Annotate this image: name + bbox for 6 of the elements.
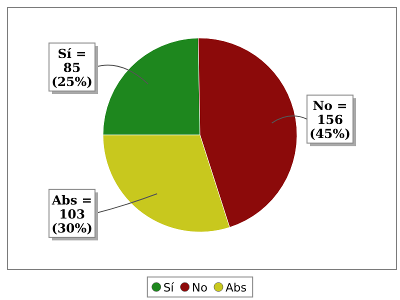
legend-label: Sí: [163, 280, 175, 294]
legend-label: No: [192, 280, 208, 294]
data-label: Abs = 103 (30%): [50, 192, 93, 236]
data-label: No = 156 (45%): [309, 98, 351, 142]
legend-label: Abs: [225, 280, 247, 294]
data-label: Sí = 85 (25%): [51, 46, 93, 90]
